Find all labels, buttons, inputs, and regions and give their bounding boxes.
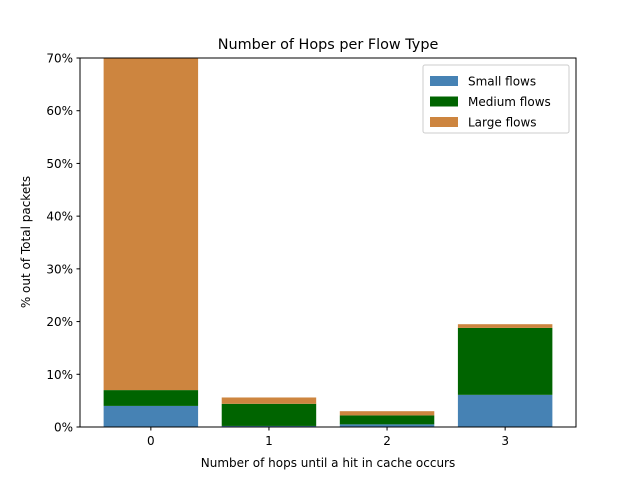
x-tick-label: 3 — [501, 434, 509, 448]
bar-medium-3 — [457, 327, 553, 395]
bars — [103, 58, 553, 427]
bar-medium-0 — [103, 390, 199, 406]
y-tick-label: 40% — [46, 210, 73, 224]
bar-large-2 — [339, 411, 435, 416]
legend-swatch — [430, 76, 458, 86]
y-tick-label: 50% — [46, 157, 73, 171]
bar-large-0 — [103, 58, 199, 391]
x-axis-label: Number of hops until a hit in cache occu… — [201, 456, 456, 470]
legend-label: Small flows — [468, 75, 536, 89]
bar-large-3 — [457, 324, 553, 328]
bars-layer — [103, 58, 553, 427]
legend-swatch — [430, 117, 458, 127]
legend-label: Medium flows — [468, 95, 551, 109]
bar-large-1 — [221, 397, 317, 404]
y-tick-label: 70% — [46, 52, 73, 66]
y-axis-label: % out of Total packets — [19, 176, 33, 308]
axes-layer: 0% 10% 20% 30% 40% 50% 60% 70% 0 1 2 3 — [46, 52, 577, 448]
legend-box — [422, 64, 570, 134]
y-tick-label: 10% — [46, 368, 73, 382]
bar-small-0 — [103, 405, 199, 427]
legend: Small flows Medium flows Large flows — [422, 64, 570, 134]
bar-small-1 — [221, 425, 317, 427]
chart-title: Number of Hops per Flow Type — [218, 37, 439, 53]
y-tick-label: 60% — [46, 104, 73, 118]
legend-swatch — [430, 96, 458, 107]
x-tick-label: 1 — [265, 434, 273, 448]
bar-small-3 — [457, 394, 553, 427]
plot-frame — [79, 57, 577, 428]
y-tick-label: 30% — [46, 262, 73, 276]
bar-medium-2 — [339, 415, 435, 425]
y-tick-label: 20% — [46, 315, 73, 329]
bar-medium-1 — [221, 403, 317, 426]
x-tick-label: 2 — [383, 434, 391, 448]
bar-small-2 — [339, 424, 435, 427]
x-tick-label: 0 — [147, 434, 155, 448]
legend-label: Large flows — [468, 116, 537, 130]
y-tick-label: 0% — [54, 421, 73, 435]
